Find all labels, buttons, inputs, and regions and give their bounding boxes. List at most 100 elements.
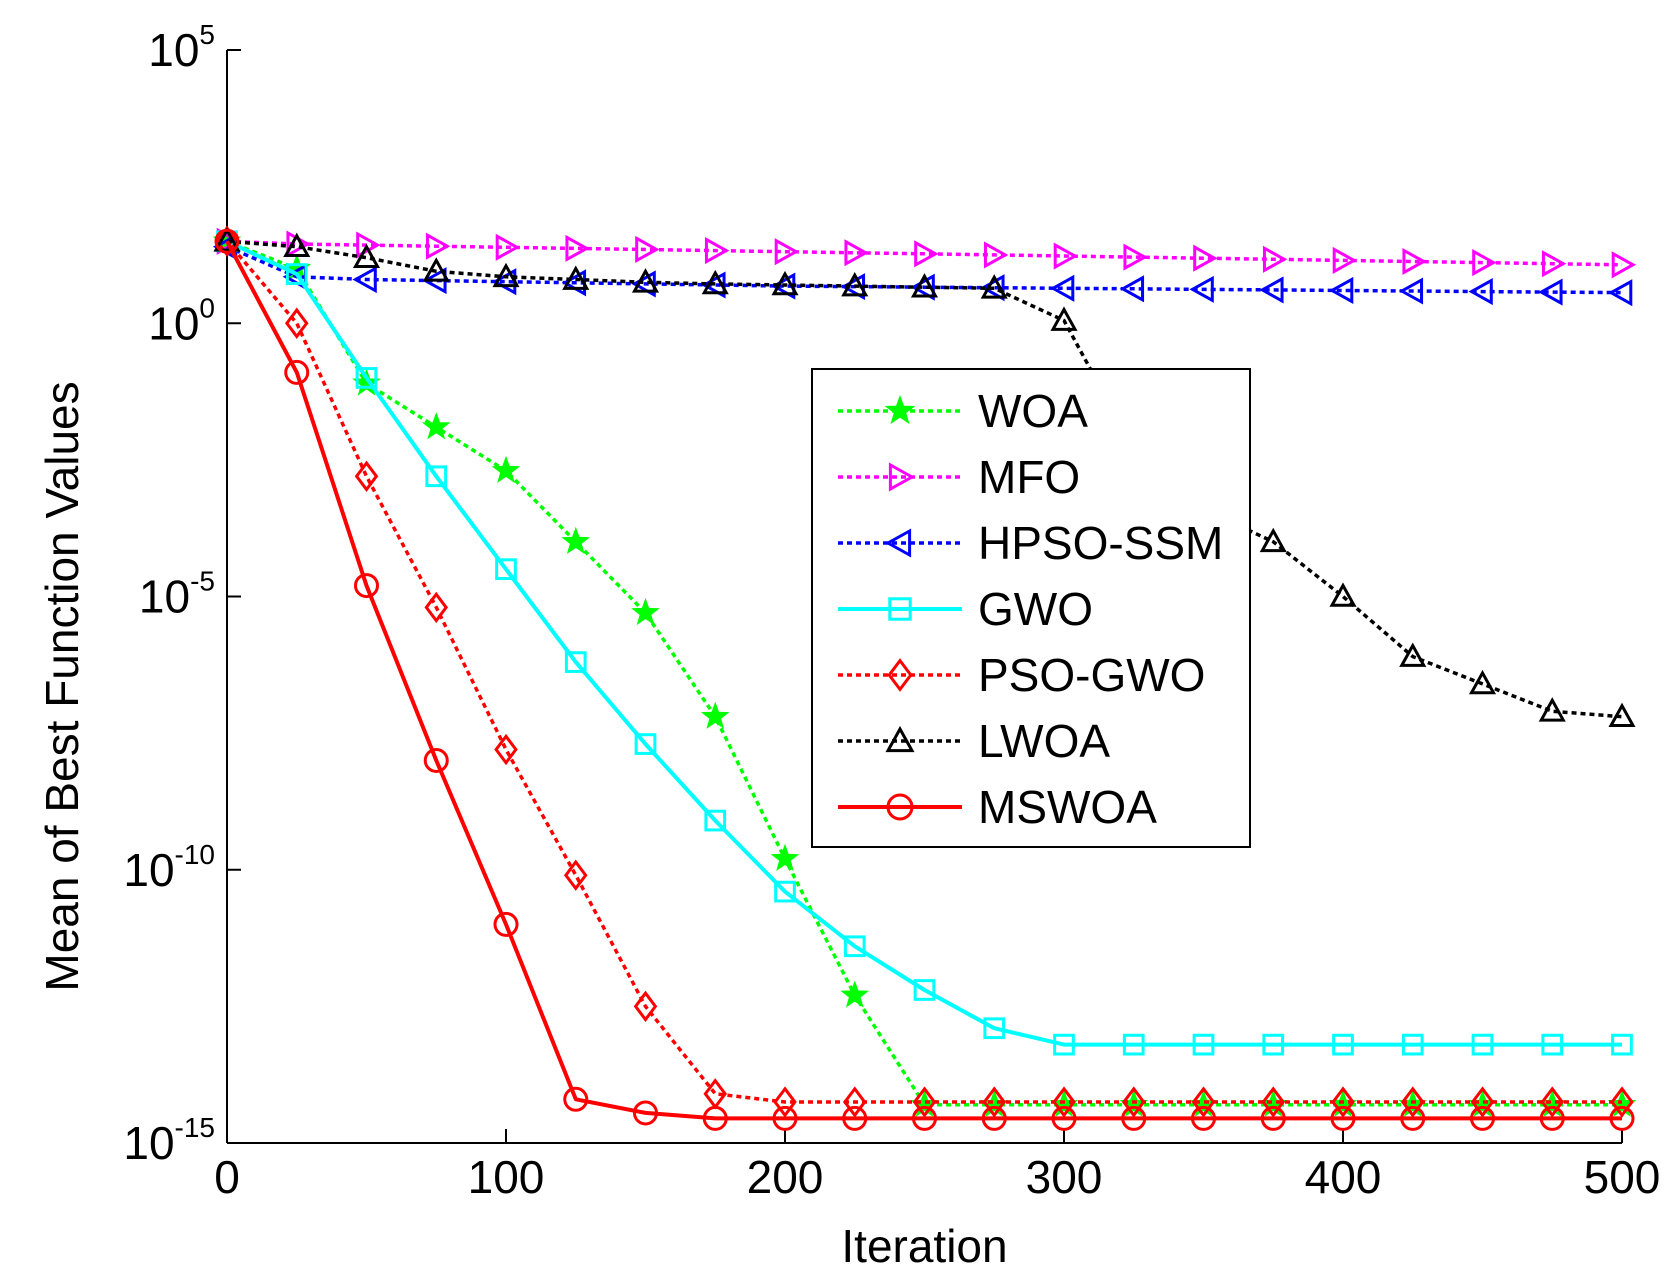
- data-point: [635, 235, 660, 264]
- x-tick-label: 500: [1584, 1151, 1661, 1203]
- data-point: [563, 859, 588, 891]
- data-point: [1470, 1086, 1495, 1118]
- data-point: [910, 273, 935, 301]
- data-point: [354, 573, 379, 599]
- data-point: [1123, 243, 1148, 271]
- y-tick-label: 100: [148, 292, 215, 349]
- data-point: [356, 231, 381, 259]
- legend-entry: WOA: [838, 385, 1088, 437]
- x-axis-title: Iteration: [841, 1220, 1007, 1272]
- data-point: [840, 980, 870, 1008]
- data-point: [1119, 275, 1145, 303]
- y-tick-label: 105: [148, 19, 215, 76]
- data-point: [1261, 1086, 1286, 1118]
- x-tick-label: 300: [1026, 1151, 1103, 1203]
- data-point: [1401, 1033, 1424, 1056]
- data-point: [1332, 246, 1358, 274]
- data-point: [1259, 527, 1287, 553]
- legend-marker: [885, 725, 915, 753]
- legend-label: WOA: [978, 385, 1088, 437]
- legend-marker: [888, 597, 912, 621]
- axes: 0 100 200 300 400 500 105 100 10-5 10-10 10-15 Iter…: [36, 19, 1660, 1272]
- data-point: [1607, 279, 1633, 307]
- series-line: [225, 240, 1622, 1104]
- data-point: [1330, 1105, 1356, 1131]
- data-point: [1611, 1033, 1633, 1056]
- data-point: [1399, 642, 1427, 667]
- data-point: [1538, 278, 1563, 306]
- data-point: [983, 241, 1009, 269]
- data-point: [492, 262, 520, 288]
- data-point: [841, 271, 869, 297]
- data-point: [1610, 1086, 1634, 1118]
- legend-label: PSO-GWO: [978, 649, 1205, 701]
- data-point: [1471, 1033, 1494, 1056]
- legend-label: LWOA: [978, 715, 1110, 767]
- data-point: [983, 1017, 1006, 1040]
- data-point: [423, 747, 449, 773]
- data-point: [214, 228, 240, 254]
- series-line: [226, 239, 1622, 1047]
- data-point: [1121, 1105, 1147, 1131]
- data-point: [355, 367, 378, 389]
- data-point: [702, 1105, 728, 1131]
- y-tick-label: 10-15: [123, 1112, 215, 1169]
- data-point: [1051, 1105, 1077, 1131]
- data-point: [1468, 669, 1497, 695]
- data-point: [773, 1086, 797, 1118]
- series-line: [226, 239, 1623, 267]
- data-point: [631, 270, 656, 298]
- data-point: [354, 460, 379, 492]
- data-point: [843, 935, 866, 958]
- data-point: [1053, 242, 1079, 270]
- legend-entry: MSWOA: [838, 781, 1157, 833]
- data-point: [1608, 702, 1636, 728]
- data-point: [213, 227, 241, 252]
- data-point: [1470, 1105, 1495, 1131]
- data-point: [633, 990, 658, 1023]
- data-point: [701, 269, 729, 295]
- data-point: [1329, 582, 1357, 607]
- legend-label: HPSO-SSM: [978, 517, 1223, 569]
- data-point: [564, 651, 587, 673]
- data-point: [774, 238, 800, 266]
- data-point: [1328, 276, 1354, 305]
- data-point: [1398, 277, 1424, 305]
- series-lwoa: [213, 227, 1636, 728]
- series-line: [226, 239, 1623, 719]
- x-tick-label: 0: [214, 1151, 240, 1203]
- legend-entry: GWO: [838, 583, 1093, 635]
- data-point: [352, 243, 381, 268]
- data-point: [1049, 274, 1075, 302]
- data-point: [352, 265, 377, 294]
- data-point: [772, 1105, 798, 1131]
- data-point: [424, 591, 449, 624]
- data-point: [565, 234, 590, 262]
- data-point: [631, 597, 660, 626]
- data-point: [1609, 1105, 1635, 1131]
- series-line: [226, 239, 1622, 1107]
- y-tick-label: 10-10: [123, 839, 215, 896]
- data-point: [1192, 1033, 1215, 1056]
- data-point: [1611, 251, 1637, 279]
- legend-label: GWO: [978, 583, 1093, 635]
- data-point: [283, 232, 311, 258]
- legend-label: MSWOA: [978, 781, 1157, 833]
- data-point: [842, 1086, 867, 1118]
- legend-marker: [884, 528, 912, 558]
- data-point: [1193, 244, 1218, 272]
- series-mswoa: [214, 228, 1635, 1131]
- data-point: [1402, 247, 1427, 276]
- legend-entry: HPSO-SSM: [838, 517, 1223, 569]
- data-point: [1122, 1033, 1145, 1056]
- y-tick-label: 10-5: [139, 566, 215, 623]
- data-point: [1540, 1086, 1565, 1118]
- data-point: [1538, 697, 1566, 722]
- data-point: [561, 526, 591, 554]
- data-point: [1400, 1105, 1426, 1131]
- legend-label: MFO: [978, 451, 1080, 503]
- data-point: [425, 232, 451, 260]
- series-layer: [212, 225, 1637, 1131]
- data-point: [770, 843, 800, 871]
